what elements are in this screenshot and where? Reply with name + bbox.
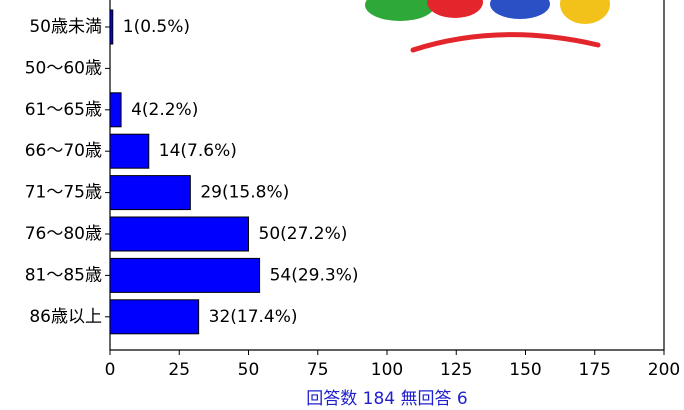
value-label: 1(0.5%) bbox=[123, 17, 190, 37]
bar bbox=[109, 9, 114, 45]
logo-shape bbox=[365, 0, 435, 21]
logo-arc bbox=[410, 32, 601, 53]
x-tick-label: 125 bbox=[440, 360, 472, 380]
logo-shape bbox=[560, 0, 610, 24]
logo bbox=[365, 0, 610, 53]
bar bbox=[109, 257, 261, 293]
y-tick-label: 76〜80歳 bbox=[25, 224, 102, 244]
x-tick-label: 150 bbox=[509, 360, 541, 380]
x-tick-label: 100 bbox=[371, 360, 403, 380]
x-tick-label: 175 bbox=[579, 360, 611, 380]
value-label: 4(2.2%) bbox=[131, 100, 198, 120]
x-tick-label: 25 bbox=[168, 360, 190, 380]
value-label: 32(17.4%) bbox=[209, 307, 298, 327]
y-tick-label: 66〜70歳 bbox=[25, 141, 102, 161]
value-label: 29(15.8%) bbox=[200, 183, 289, 203]
y-tick-label: 86歳以上 bbox=[29, 307, 102, 327]
logo-shape bbox=[490, 0, 550, 19]
y-tick-label: 81〜85歳 bbox=[25, 265, 102, 285]
value-label: 14(7.6%) bbox=[159, 141, 237, 161]
bar bbox=[109, 175, 191, 211]
x-tick-label: 50 bbox=[238, 360, 260, 380]
y-tick-label: 50〜60歳 bbox=[25, 58, 102, 78]
y-tick-label: 50歳未満 bbox=[29, 17, 102, 37]
x-axis-label: 回答数 184 無回答 6 bbox=[306, 389, 467, 409]
logo-shape bbox=[427, 0, 483, 18]
x-tick-label: 200 bbox=[648, 360, 680, 380]
x-tick-label: 0 bbox=[105, 360, 116, 380]
value-label: 54(29.3%) bbox=[270, 265, 359, 285]
plot-frame bbox=[109, 0, 665, 351]
x-tick-label: 75 bbox=[307, 360, 329, 380]
y-tick-label: 71〜75歳 bbox=[25, 183, 102, 203]
value-label: 50(27.2%) bbox=[259, 224, 348, 244]
bar bbox=[109, 133, 150, 169]
bar bbox=[109, 299, 200, 335]
bar bbox=[109, 92, 122, 128]
bar bbox=[109, 216, 249, 252]
y-tick-label: 61〜65歳 bbox=[25, 100, 102, 120]
